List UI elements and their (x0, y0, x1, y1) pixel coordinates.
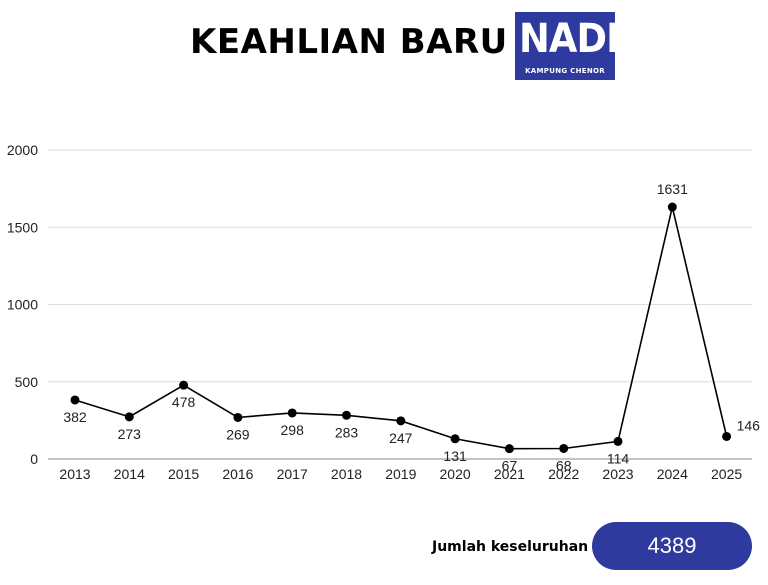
data-point (722, 431, 732, 441)
x-tick-label: 2015 (168, 466, 199, 482)
data-point (179, 380, 189, 390)
y-tick-label: 1000 (7, 297, 38, 313)
logo-subtitle: KAMPUNG CHENOR (525, 67, 605, 75)
page-title: KEAHLIAN BARU (190, 22, 508, 62)
data-point (559, 443, 569, 453)
total-badge: 4389 (592, 522, 752, 570)
series-line (74, 206, 728, 450)
data-label: 273 (118, 426, 142, 442)
x-tick-label: 2022 (548, 466, 579, 482)
total-value: 4389 (647, 533, 697, 558)
x-tick-label: 2014 (114, 466, 145, 482)
data-point (450, 434, 460, 444)
y-tick-label: 2000 (7, 142, 38, 158)
data-point (613, 436, 623, 446)
x-tick-label: 2013 (59, 466, 90, 482)
data-point (342, 410, 351, 420)
data-point (70, 395, 80, 405)
data-point (504, 444, 514, 454)
data-label: 131 (443, 448, 467, 464)
x-tick-label: 2018 (331, 466, 362, 482)
data-label: 382 (63, 409, 87, 425)
x-tick-label: 2017 (277, 466, 308, 482)
data-label: 283 (335, 424, 359, 440)
data-point (233, 412, 243, 422)
data-label: 68 (556, 457, 572, 473)
line-chart: 0 500 1000 1500 2000 2013 2014 2015 2016 2017 2018… (7, 142, 761, 482)
x-tick-label: 2024 (657, 466, 688, 482)
data-point (124, 412, 134, 422)
y-tick-label: 0 (30, 451, 38, 467)
data-point (287, 408, 297, 418)
data-label: 146 (737, 417, 761, 433)
y-tick-label: 500 (15, 374, 39, 390)
data-label: 478 (172, 394, 196, 410)
data-label: 1631 (657, 181, 688, 197)
data-point (396, 416, 406, 426)
data-label: 247 (389, 430, 413, 446)
x-tick-label: 2023 (602, 466, 633, 482)
y-tick-label: 1500 (7, 219, 38, 235)
x-tick-label: 2020 (440, 466, 471, 482)
data-label: 114 (607, 450, 630, 466)
data-label: 298 (281, 422, 305, 438)
logo-background: NADI KAMPUNG CHENOR (515, 12, 620, 80)
total-label: Jumlah keseluruhan (432, 539, 589, 555)
x-tick-label: 2016 (222, 466, 253, 482)
x-tick-label: 2021 (494, 466, 525, 482)
nadi-logo: NADI KAMPUNG CHENOR (513, 10, 620, 82)
x-tick-label: 2019 (385, 466, 416, 482)
x-tick-label: 2025 (711, 466, 742, 482)
data-label: 269 (226, 426, 250, 442)
data-label: 67 (502, 458, 518, 474)
logo-word: NADI (519, 16, 620, 62)
data-point (667, 202, 677, 212)
